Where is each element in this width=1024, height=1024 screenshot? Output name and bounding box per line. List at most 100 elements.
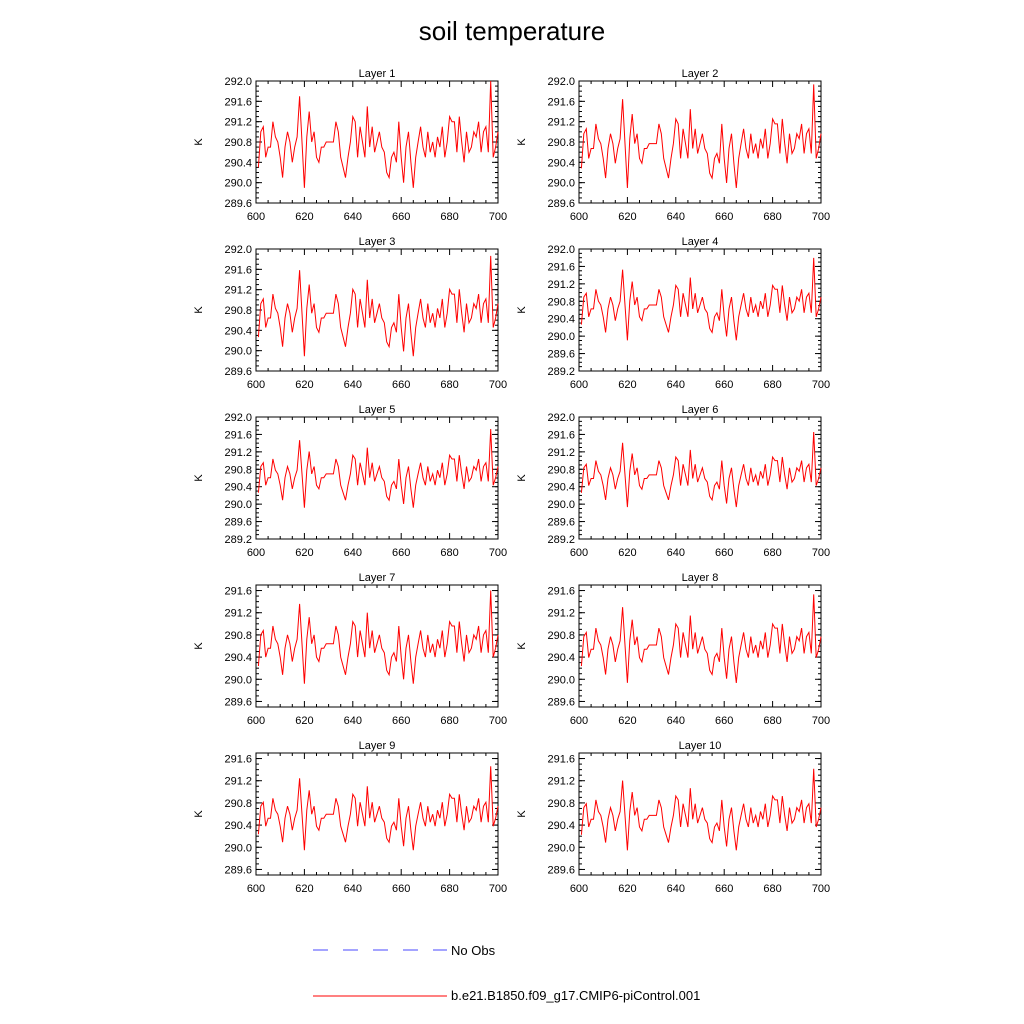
x-tick-label: 700 — [489, 715, 507, 727]
x-tick-label: 700 — [489, 379, 507, 391]
y-tick-label: 290.0 — [224, 346, 252, 358]
y-tick-label: 291.2 — [547, 608, 575, 620]
y-tick-label: 290.8 — [224, 798, 252, 810]
y-tick-label: 290.8 — [224, 305, 252, 317]
legend-no-obs-label: No Obs — [451, 943, 496, 958]
y-tick-label: 291.6 — [224, 264, 252, 276]
plot-frame — [255, 416, 499, 540]
y-tick-label: 291.6 — [224, 586, 252, 598]
panel-layer-5: Layer 5 600 620 640 660 680 700 289.2 289.6 290.0… — [193, 404, 507, 559]
y-tick-label: 292.0 — [224, 412, 252, 424]
y-tick-label: 291.6 — [224, 754, 252, 766]
x-tick-label: 600 — [570, 211, 588, 223]
x-tick-label: 620 — [295, 379, 313, 391]
x-tick-label: 660 — [392, 211, 410, 223]
y-tick-label: 291.2 — [224, 776, 252, 788]
y-axis-label: K — [193, 810, 205, 818]
y-tick-label: 290.4 — [547, 652, 575, 664]
x-tick-label: 660 — [715, 883, 733, 895]
x-tick-label: 680 — [440, 547, 458, 559]
y-tick-label: 291.6 — [224, 429, 252, 441]
x-tick-label: 660 — [715, 547, 733, 559]
y-tick-label: 291.6 — [547, 754, 575, 766]
y-tick-label: 291.2 — [547, 279, 575, 291]
x-tick-label: 640 — [344, 715, 362, 727]
model-series-line — [580, 257, 822, 341]
x-tick-label: 680 — [440, 211, 458, 223]
model-series-line — [257, 80, 499, 188]
y-axis-label: K — [516, 810, 528, 818]
y-tick-label: 289.6 — [224, 517, 252, 529]
y-tick-label: 291.2 — [224, 608, 252, 620]
x-tick-label: 680 — [440, 883, 458, 895]
x-tick-label: 640 — [667, 715, 685, 727]
y-tick-label: 290.4 — [547, 482, 575, 494]
panel-layer-2: Layer 2 600 620 640 660 680 700 289.6 290.0 290.4… — [516, 68, 830, 223]
model-series-line — [580, 84, 822, 189]
y-tick-label: 290.8 — [224, 630, 252, 642]
y-axis-label: K — [516, 642, 528, 650]
panels-group: Layer 1 600 620 640 660 680 700 289.6 290.0 290.4… — [193, 68, 830, 895]
x-tick-label: 660 — [715, 211, 733, 223]
x-tick-label: 700 — [812, 211, 830, 223]
x-tick-label: 620 — [618, 547, 636, 559]
x-tick-label: 600 — [247, 715, 265, 727]
y-tick-label: 290.8 — [547, 630, 575, 642]
y-tick-label: 290.4 — [547, 820, 575, 832]
y-tick-label: 289.6 — [224, 198, 252, 210]
model-series-line — [580, 768, 822, 851]
x-tick-label: 700 — [812, 715, 830, 727]
y-tick-label: 289.6 — [224, 696, 252, 708]
x-tick-label: 660 — [715, 715, 733, 727]
x-tick-label: 600 — [570, 715, 588, 727]
y-tick-label: 292.0 — [547, 76, 575, 88]
y-tick-label: 290.4 — [547, 314, 575, 326]
y-tick-label: 291.2 — [224, 447, 252, 459]
x-tick-label: 660 — [715, 379, 733, 391]
y-tick-label: 290.8 — [547, 296, 575, 308]
x-tick-label: 620 — [295, 211, 313, 223]
x-tick-label: 620 — [295, 715, 313, 727]
model-series-line — [580, 431, 822, 508]
model-series-line — [257, 255, 499, 357]
panel-layer-3: Layer 3 600 620 640 660 680 700 289.6 290.0 290.4… — [193, 236, 507, 391]
y-tick-label: 290.0 — [547, 674, 575, 686]
y-tick-label: 290.4 — [547, 157, 575, 169]
y-tick-label: 289.6 — [224, 366, 252, 378]
y-tick-label: 291.2 — [547, 447, 575, 459]
y-tick-label: 290.0 — [547, 331, 575, 343]
panel-title: Layer 4 — [682, 236, 719, 248]
x-tick-label: 660 — [392, 883, 410, 895]
panel-title: Layer 7 — [359, 572, 396, 584]
y-tick-label: 292.0 — [547, 412, 575, 424]
panel-title: Layer 8 — [682, 572, 719, 584]
model-series-line — [257, 590, 499, 684]
y-tick-label: 292.0 — [224, 244, 252, 256]
x-tick-label: 700 — [812, 883, 830, 895]
y-axis-label: K — [516, 138, 528, 146]
x-tick-label: 700 — [489, 547, 507, 559]
x-tick-label: 680 — [440, 379, 458, 391]
x-tick-label: 620 — [295, 883, 313, 895]
y-tick-label: 290.0 — [224, 499, 252, 511]
x-tick-label: 680 — [763, 883, 781, 895]
y-tick-label: 290.4 — [224, 157, 252, 169]
y-axis-label: K — [193, 138, 205, 146]
panel-title: Layer 6 — [682, 404, 719, 416]
y-tick-label: 290.8 — [547, 798, 575, 810]
y-tick-label: 291.6 — [224, 96, 252, 108]
y-tick-label: 289.2 — [547, 366, 575, 378]
y-tick-label: 290.0 — [224, 674, 252, 686]
y-axis-label: K — [516, 474, 528, 482]
x-tick-label: 680 — [763, 379, 781, 391]
y-tick-label: 289.6 — [547, 517, 575, 529]
panel-title: Layer 5 — [359, 404, 396, 416]
x-tick-label: 620 — [618, 379, 636, 391]
panel-title: Layer 1 — [359, 68, 396, 80]
panel-layer-1: Layer 1 600 620 640 660 680 700 289.6 290.0 290.4… — [193, 68, 507, 223]
y-tick-label: 289.6 — [547, 864, 575, 876]
x-tick-label: 660 — [392, 547, 410, 559]
y-tick-label: 289.6 — [547, 198, 575, 210]
